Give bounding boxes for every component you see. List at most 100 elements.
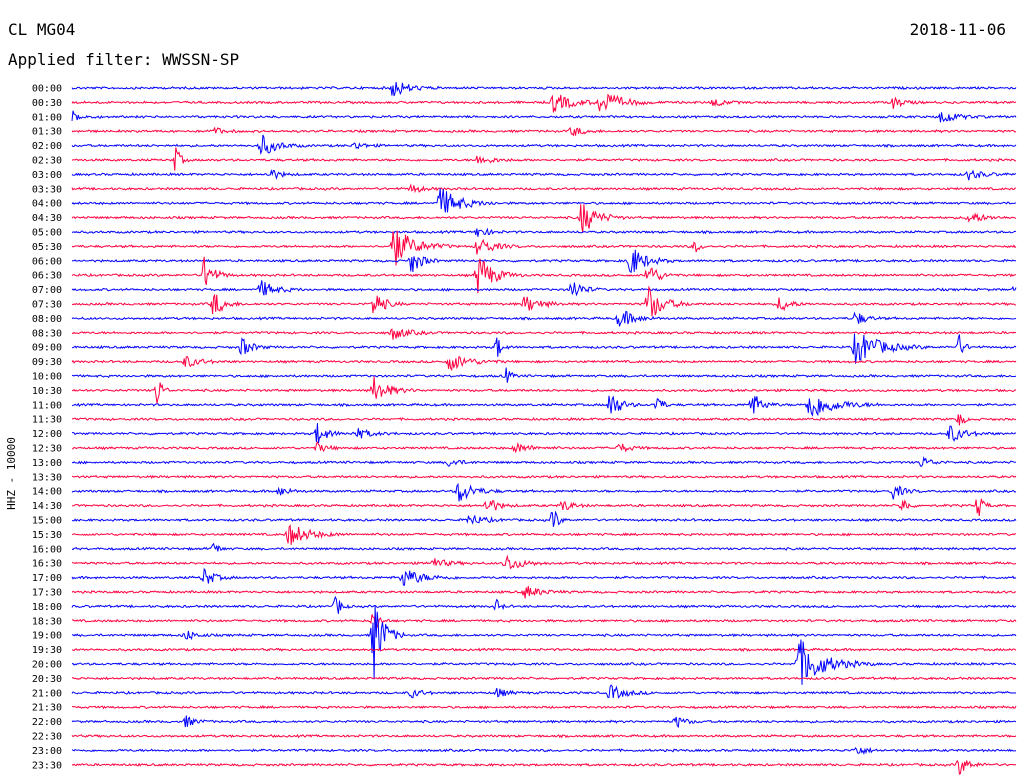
- trace-line: [71, 733, 1017, 739]
- trace-line: [71, 355, 1017, 372]
- row-tick-label: 18:30: [32, 616, 62, 627]
- trace-line: [71, 440, 1017, 454]
- row-tick-label: 19:30: [32, 645, 62, 656]
- trace-line: [71, 482, 1017, 502]
- row-tick-label: 16:00: [32, 544, 62, 555]
- trace-line: [71, 759, 1017, 775]
- trace-line: [71, 249, 1017, 274]
- trace-line: [71, 285, 1017, 317]
- trace-line: [71, 746, 1016, 756]
- row-tick-label: 13:30: [32, 472, 62, 483]
- row-tick-label: 06:30: [32, 271, 62, 282]
- row-tick-label: 15:00: [32, 516, 62, 527]
- trace-line: [71, 169, 1017, 181]
- trace-line: [71, 614, 1017, 629]
- trace-line: [71, 542, 1017, 552]
- row-tick-label: 14:30: [32, 501, 62, 512]
- trace-line: [71, 498, 1017, 516]
- row-tick-label: 00:00: [32, 84, 62, 95]
- row-tick-label: 14:00: [32, 487, 62, 498]
- trace-line: [71, 227, 1017, 237]
- trace-line: [71, 311, 1017, 327]
- row-tick-label: 06:00: [32, 256, 62, 267]
- row-tick-label: 17:00: [32, 573, 62, 584]
- row-tick-label: 12:00: [32, 429, 62, 440]
- filter-label: Applied filter: WWSSN-SP: [8, 50, 240, 69]
- trace-line: [71, 204, 1017, 233]
- trace-line: [71, 647, 1017, 652]
- trace-line: [71, 684, 1017, 699]
- trace-line: [71, 554, 1017, 570]
- trace-line: [71, 376, 1017, 404]
- trace-line: [71, 715, 1017, 729]
- row-tick-label: 01:00: [32, 112, 62, 123]
- row-tick-label: 21:30: [32, 703, 62, 714]
- row-tick-label: 18:00: [32, 602, 62, 613]
- trace-line: [71, 585, 1016, 599]
- trace-line: [71, 333, 1017, 364]
- row-tick-label: 12:30: [32, 444, 62, 455]
- row-tick-label: 23:30: [32, 760, 62, 771]
- trace-line: [71, 595, 1017, 614]
- row-tick-label: 17:30: [32, 588, 62, 599]
- row-tick-label: 01:30: [32, 127, 62, 138]
- trace-line: [71, 82, 1017, 97]
- row-tick-label: 09:30: [32, 357, 62, 368]
- row-tick-label: 07:30: [32, 300, 62, 311]
- trace-line: [71, 605, 1017, 680]
- row-tick-label: 20:30: [32, 674, 62, 685]
- trace-line: [71, 256, 1016, 294]
- row-tick-label: 00:30: [32, 98, 62, 109]
- trace-line: [71, 423, 1017, 444]
- row-tick-label: 21:00: [32, 688, 62, 699]
- trace-line: [71, 110, 1017, 123]
- row-tick-label: 15:30: [32, 530, 62, 541]
- row-tick-label: 16:30: [32, 559, 62, 570]
- row-tick-label: 04:30: [32, 213, 62, 224]
- row-tick-label: 10:30: [32, 386, 62, 397]
- row-tick-label: 08:00: [32, 314, 62, 325]
- row-tick-label: 05:30: [32, 242, 62, 253]
- trace-line: [71, 183, 1016, 194]
- trace-line: [71, 567, 1017, 586]
- row-tick-label: 05:00: [32, 228, 62, 239]
- trace-line: [71, 639, 1017, 685]
- trace-line: [71, 367, 1017, 383]
- row-tick-label: 09:00: [32, 343, 62, 354]
- trace-line: [71, 126, 1017, 137]
- row-tick-label: 19:00: [32, 631, 62, 642]
- row-tick-label: 07:00: [32, 285, 62, 296]
- trace-line: [71, 676, 1017, 681]
- trace-line: [71, 704, 1017, 710]
- trace-line: [71, 328, 1017, 340]
- trace-line: [71, 280, 1017, 297]
- row-tick-label: 08:30: [32, 328, 62, 339]
- trace-line: [71, 474, 1017, 479]
- row-tick-label: 11:00: [32, 400, 62, 411]
- tick-label-group: 00:00 00:30 01:00 01:30 02:00 02:30 03:00 03:30…: [32, 84, 62, 772]
- trace-group: [71, 82, 1017, 775]
- row-tick-label: 10:00: [32, 372, 62, 383]
- row-tick-label: 13:00: [32, 458, 62, 469]
- row-tick-label: 02:00: [32, 141, 62, 152]
- row-tick-label: 22:30: [32, 732, 62, 743]
- trace-line: [71, 414, 1017, 426]
- row-tick-label: 03:00: [32, 170, 62, 181]
- trace-line: [71, 524, 1017, 545]
- row-tick-label: 03:30: [32, 184, 62, 195]
- trace-line: [71, 510, 1017, 527]
- trace-line: [71, 147, 1017, 171]
- trace-line: [71, 455, 1017, 467]
- row-tick-label: 02:30: [32, 156, 62, 167]
- row-tick-label: 20:00: [32, 660, 62, 671]
- trace-line: [71, 395, 1017, 417]
- trace-line: [71, 230, 1017, 266]
- trace-line: [71, 188, 1017, 213]
- trace-line: [71, 93, 1017, 113]
- date-label: 2018-11-06: [909, 20, 1006, 39]
- row-tick-label: 11:30: [32, 415, 62, 426]
- row-tick-label: 23:00: [32, 746, 62, 757]
- row-tick-label: 04:00: [32, 199, 62, 210]
- trace-line: [71, 134, 1017, 156]
